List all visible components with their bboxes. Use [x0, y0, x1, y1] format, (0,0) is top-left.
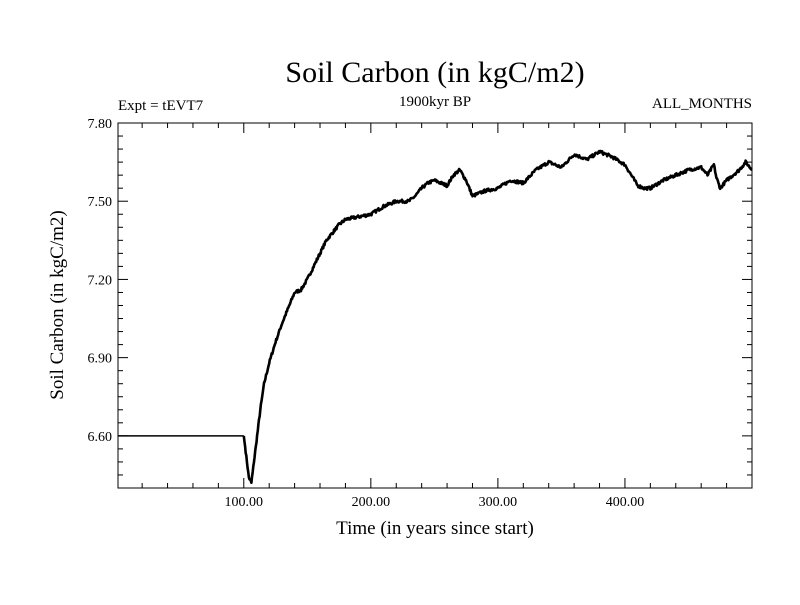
x-tick-label: 100.00 — [225, 495, 264, 510]
y-tick-label: 7.50 — [88, 195, 113, 210]
x-tick-label: 200.00 — [352, 495, 391, 510]
plot-frame — [117, 122, 753, 489]
x-axis-label: Time (in years since start) — [336, 518, 534, 539]
y-tick-label: 6.90 — [88, 352, 113, 367]
y-axis-label: Soil Carbon (in kgC/m2) — [47, 210, 68, 399]
y-tick-label: 7.80 — [88, 117, 113, 132]
x-tick-label: 300.00 — [479, 495, 518, 510]
x-axis-ticks: 100.00 200.00 300.00 400.00 — [141, 123, 728, 510]
series-line-soil-carbon — [242, 149, 753, 484]
experiment-label: Expt = tEVT7 — [118, 98, 204, 114]
period-label: 1900kyr BP — [399, 94, 471, 110]
y-axis-ticks: 6.60 6.90 7.20 7.50 7.80 — [88, 117, 752, 476]
chart-title: Soil Carbon (in kgC/m2) — [285, 56, 584, 89]
x-tick-label: 400.00 — [606, 495, 645, 510]
months-label: ALL_MONTHS — [652, 96, 752, 112]
y-tick-label: 6.60 — [88, 430, 113, 445]
series-group — [118, 149, 753, 484]
y-tick-label: 7.20 — [88, 273, 113, 288]
